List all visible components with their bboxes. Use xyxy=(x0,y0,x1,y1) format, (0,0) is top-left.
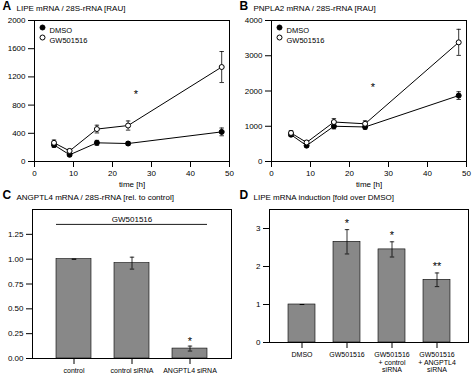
svg-text:50: 50 xyxy=(225,169,234,178)
svg-text:control siRNA: control siRNA xyxy=(111,367,154,374)
svg-text:30: 30 xyxy=(384,169,393,178)
svg-text:0.50: 0.50 xyxy=(8,304,24,313)
svg-text:GW501516: GW501516 xyxy=(112,215,153,224)
svg-text:**: ** xyxy=(433,260,442,272)
svg-text:time [h]: time [h] xyxy=(119,180,145,189)
svg-text:*: * xyxy=(390,229,395,241)
svg-text:D: D xyxy=(240,189,249,202)
svg-text:2000: 2000 xyxy=(245,87,263,96)
svg-text:3: 3 xyxy=(256,224,261,233)
svg-text:time [h]: time [h] xyxy=(356,180,382,189)
svg-text:1: 1 xyxy=(256,300,261,309)
svg-text:GW501516: GW501516 xyxy=(50,36,88,45)
svg-text:*: * xyxy=(188,335,193,347)
svg-text:ANGPTL4 siRNA: ANGPTL4 siRNA xyxy=(163,367,217,374)
svg-text:0: 0 xyxy=(21,157,26,166)
svg-text:20: 20 xyxy=(108,169,117,178)
svg-text:2000: 2000 xyxy=(8,16,26,25)
svg-text:4000: 4000 xyxy=(245,16,263,25)
svg-text:*: * xyxy=(345,217,350,229)
svg-text:1600: 1600 xyxy=(8,44,26,53)
svg-text:1.25: 1.25 xyxy=(8,230,24,239)
svg-text:A: A xyxy=(3,0,12,13)
svg-text:B: B xyxy=(240,0,249,13)
svg-text:10: 10 xyxy=(306,169,315,178)
svg-text:*: * xyxy=(371,81,376,93)
svg-text:0.25: 0.25 xyxy=(8,329,24,338)
svg-text:DMSO: DMSO xyxy=(292,351,314,358)
svg-text:1000: 1000 xyxy=(245,122,263,131)
svg-text:GW501516+ controlsiRNA: GW501516+ controlsiRNA xyxy=(374,351,410,373)
svg-text:40: 40 xyxy=(186,169,195,178)
svg-text:GW501516: GW501516 xyxy=(287,36,325,45)
svg-text:3000: 3000 xyxy=(245,51,263,60)
svg-text:*: * xyxy=(134,88,139,100)
svg-text:0: 0 xyxy=(258,157,263,166)
svg-text:1200: 1200 xyxy=(8,72,26,81)
svg-text:0.00: 0.00 xyxy=(8,354,24,363)
svg-text:800: 800 xyxy=(12,101,26,110)
svg-text:1.00: 1.00 xyxy=(8,255,24,264)
svg-text:50: 50 xyxy=(462,169,471,178)
svg-text:DMSO: DMSO xyxy=(50,26,73,35)
svg-text:GW501516+ ANGPTL4siRNA: GW501516+ ANGPTL4siRNA xyxy=(418,351,456,373)
svg-text:0: 0 xyxy=(256,338,261,347)
svg-text:20: 20 xyxy=(345,169,354,178)
svg-text:LIPE mRNA induction [fold over: LIPE mRNA induction [fold over DMSO] xyxy=(254,193,395,202)
svg-text:400: 400 xyxy=(12,129,26,138)
svg-text:10: 10 xyxy=(69,169,78,178)
svg-text:2: 2 xyxy=(256,262,261,271)
svg-text:DMSO: DMSO xyxy=(287,26,310,35)
svg-text:ANGPTL4 mRNA / 28S-rRNA [rel.: ANGPTL4 mRNA / 28S-rRNA [rel. to control… xyxy=(17,193,174,202)
svg-text:control: control xyxy=(63,367,84,374)
svg-text:C: C xyxy=(3,189,12,202)
svg-text:PNPLA2 mRNA / 28S-rRNA [RAU]: PNPLA2 mRNA / 28S-rRNA [RAU] xyxy=(254,4,376,13)
svg-text:0: 0 xyxy=(32,169,37,178)
svg-text:30: 30 xyxy=(147,169,156,178)
svg-text:0: 0 xyxy=(269,169,274,178)
svg-text:GW501516: GW501516 xyxy=(329,351,365,358)
svg-text:0.75: 0.75 xyxy=(8,280,24,289)
svg-text:40: 40 xyxy=(423,169,432,178)
svg-text:LIPE mRNA / 28S-rRNA [RAU]: LIPE mRNA / 28S-rRNA [RAU] xyxy=(17,4,126,13)
